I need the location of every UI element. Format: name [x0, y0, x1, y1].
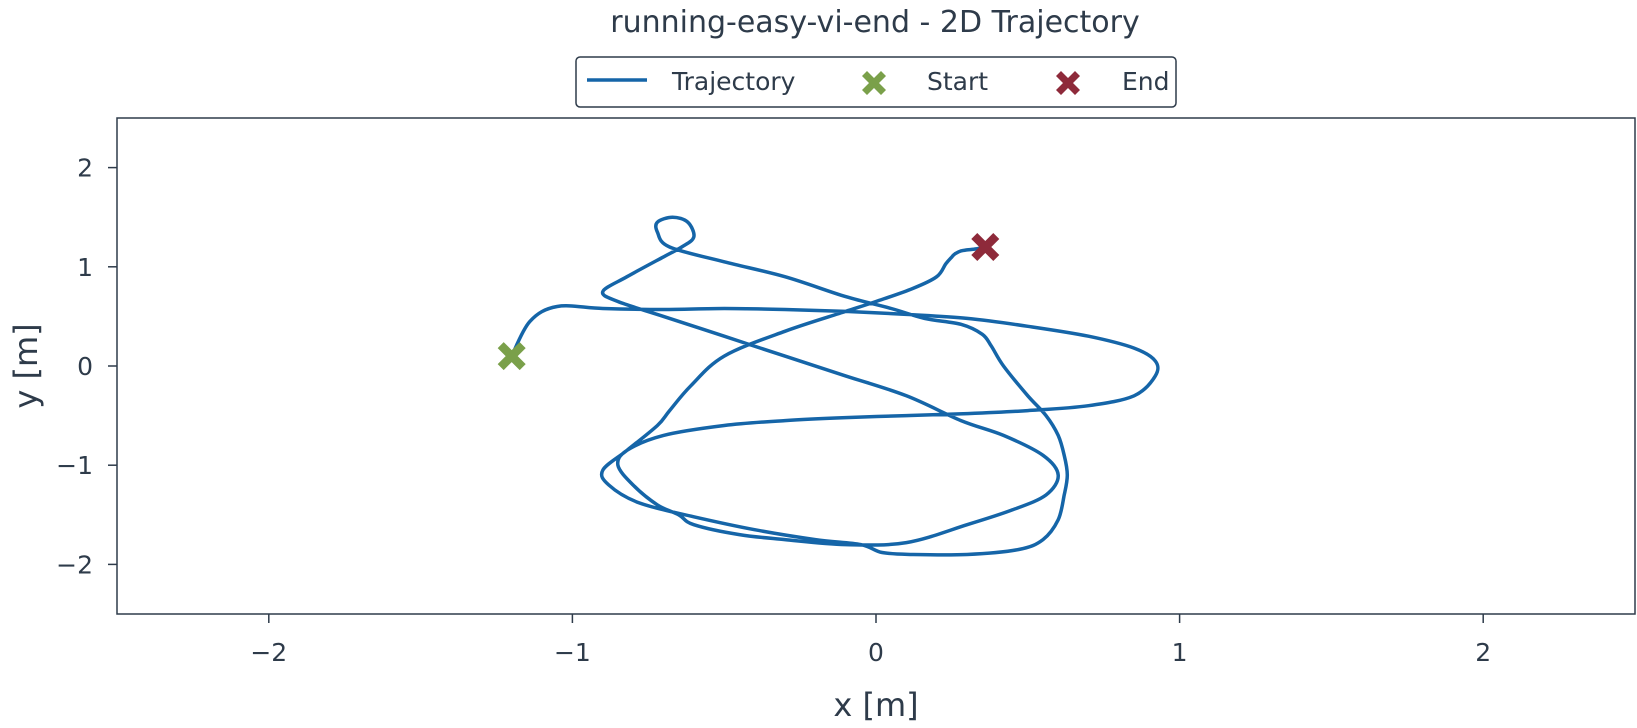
x-tick-label: −1 [554, 638, 591, 667]
trajectory-line [509, 215, 1160, 557]
chart-title: running-easy-vi-end - 2D Trajectory [610, 5, 1139, 40]
y-axis-label: y [m] [7, 323, 45, 408]
x-tick-label: 1 [1172, 638, 1188, 667]
x-tick-label: 0 [868, 638, 884, 667]
x-tick-label: −2 [250, 638, 287, 667]
y-axis-ticks: −2 −1 0 1 2 [56, 154, 117, 579]
legend-end-marker-icon [1056, 71, 1080, 95]
y-tick-label: 0 [77, 352, 93, 381]
x-axis-label: x [m] [833, 686, 918, 724]
start-marker-icon [497, 342, 526, 371]
y-tick-label: −1 [56, 451, 93, 480]
end-marker-icon [971, 232, 1000, 261]
legend-start-marker-icon [862, 71, 886, 95]
legend-end-label: End [1122, 67, 1170, 96]
plot-area [116, 117, 1636, 615]
legend-start-label: Start [927, 67, 988, 96]
y-tick-label: 1 [77, 253, 93, 282]
y-tick-label: 2 [77, 154, 93, 183]
legend: Trajectory Start End [575, 56, 1177, 108]
legend-trajectory-label: Trajectory [671, 67, 796, 96]
x-axis-ticks: −2 −1 0 1 2 [250, 614, 1491, 667]
y-tick-label: −2 [56, 550, 93, 579]
x-tick-label: 2 [1475, 638, 1491, 667]
